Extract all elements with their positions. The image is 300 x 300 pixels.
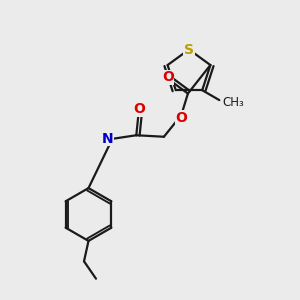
Text: O: O [176, 110, 187, 124]
Text: O: O [162, 70, 174, 84]
Text: O: O [134, 102, 145, 116]
Text: S: S [184, 43, 194, 56]
Text: N: N [102, 131, 113, 146]
Text: H: H [101, 132, 111, 145]
Text: CH₃: CH₃ [222, 96, 244, 109]
